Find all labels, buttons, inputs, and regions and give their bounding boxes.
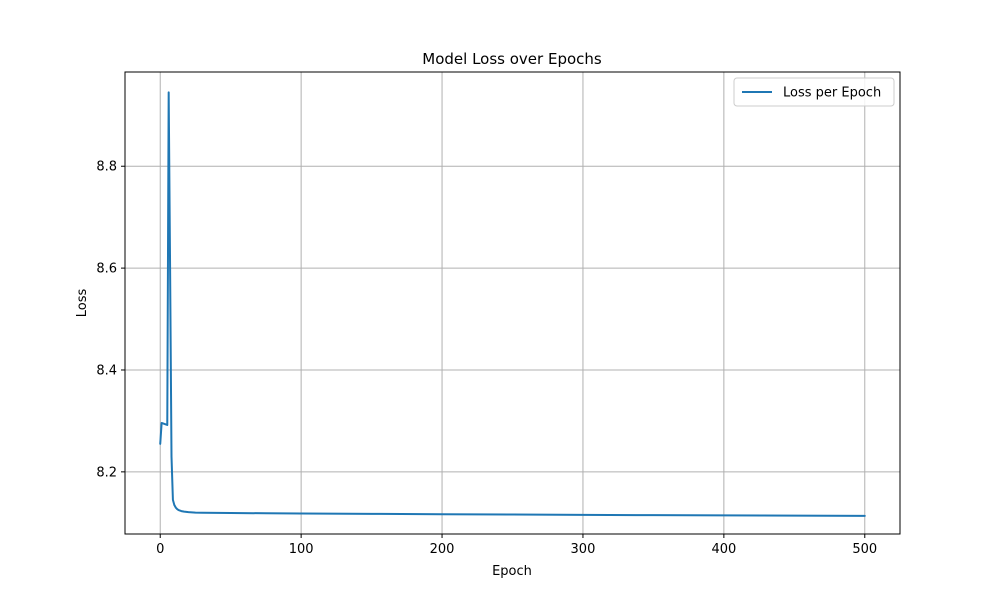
x-tick-label: 500 (852, 542, 877, 557)
y-tick-label: 8.6 (96, 262, 117, 277)
series-layer (159, 91, 866, 517)
series-line-loss-per-epoch (159, 91, 866, 517)
x-tick-label: 0 (156, 542, 164, 557)
tick-marks (121, 165, 866, 538)
plot-area (125, 72, 900, 534)
tick-labels: 0 100 200 300 400 500 8.2 8.4 8.6 8.8 (96, 160, 877, 557)
plot-frame (124, 71, 901, 535)
y-tick-label: 8.2 (96, 465, 117, 480)
y-tick-label: 8.4 (96, 363, 117, 378)
legend-box (733, 77, 895, 107)
legend-label-loss-per-epoch: Loss per Epoch (783, 86, 881, 101)
y-tick-label: 8.8 (96, 160, 117, 175)
chart-title: Model Loss over Epochs (422, 50, 602, 68)
x-tick-label: 200 (430, 542, 455, 557)
x-axis-label: Epoch (492, 564, 532, 579)
y-axis-label: Loss (75, 289, 90, 318)
x-tick-label: 100 (289, 542, 314, 557)
x-tick-label: 400 (711, 542, 736, 557)
x-tick-label: 300 (571, 542, 596, 557)
legend: Loss per Epoch (733, 77, 895, 107)
grid-lines (125, 72, 900, 534)
